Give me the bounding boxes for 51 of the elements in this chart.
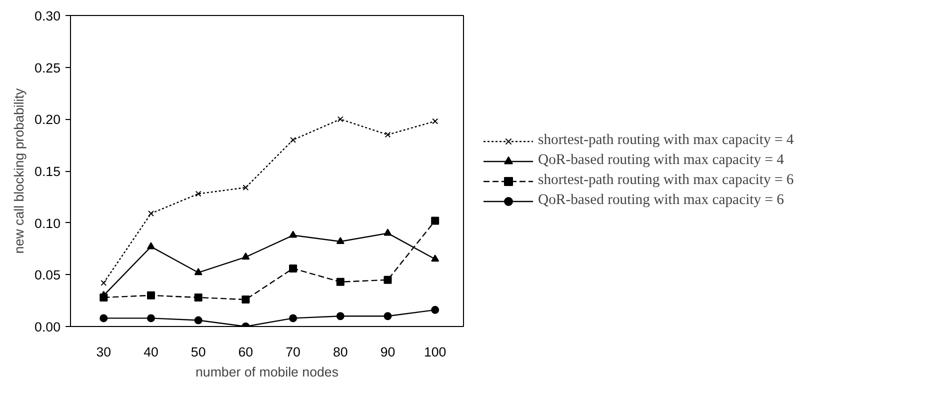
point xyxy=(242,296,250,304)
point xyxy=(431,216,440,225)
point xyxy=(431,254,440,262)
point xyxy=(194,316,202,324)
point xyxy=(194,268,202,276)
x-tick-label: 70 xyxy=(286,344,300,360)
point xyxy=(100,314,108,322)
x-tick-label: 100 xyxy=(424,344,446,360)
point xyxy=(195,190,202,197)
y-tick-label: 0.00 xyxy=(34,320,61,334)
point xyxy=(289,264,298,272)
point xyxy=(146,314,155,322)
point xyxy=(384,132,391,138)
legend-label: QoR-based routing with max capacity = 4 xyxy=(538,152,784,169)
y-tick-label: 0.15 xyxy=(34,164,61,179)
x-tick-label: 30 xyxy=(96,344,112,360)
point xyxy=(100,293,108,302)
point xyxy=(336,278,344,286)
point xyxy=(242,184,249,191)
point xyxy=(242,252,250,260)
legend-label: QoR-based routing with max capacity = 6 xyxy=(538,192,784,209)
y-tick-label: 0.10 xyxy=(34,216,61,231)
point xyxy=(384,312,392,320)
x-axis-title: number of mobile nodes xyxy=(196,364,339,380)
point xyxy=(384,276,392,284)
y-tick-label: 0.30 xyxy=(34,8,61,24)
x-tick-label: 90 xyxy=(380,344,396,360)
point xyxy=(289,314,298,322)
y-tick-label: 0.25 xyxy=(34,60,61,76)
point xyxy=(100,280,107,286)
point xyxy=(290,136,296,143)
point xyxy=(194,293,202,302)
x-tick-label: 80 xyxy=(332,344,348,360)
y-tick-label: 0.05 xyxy=(34,268,61,283)
point xyxy=(146,242,155,250)
point xyxy=(289,230,298,238)
point xyxy=(432,118,438,124)
x-tick-label: 60 xyxy=(238,344,254,360)
point xyxy=(384,228,392,236)
y-axis-title: new call blocking probability xyxy=(12,88,27,254)
point xyxy=(431,306,440,314)
point xyxy=(337,116,344,122)
legend-label: shortest-path routing with max capacity = 6 xyxy=(538,172,794,189)
point xyxy=(146,291,155,300)
point xyxy=(336,236,344,244)
legend-label: shortest-path routing with max capacity = 4 xyxy=(538,132,794,149)
x-tick-label: 40 xyxy=(144,344,158,360)
y-tick-label: 0.20 xyxy=(34,112,61,128)
x-tick-label: 50 xyxy=(190,344,206,360)
point xyxy=(336,312,344,320)
point xyxy=(148,210,154,216)
